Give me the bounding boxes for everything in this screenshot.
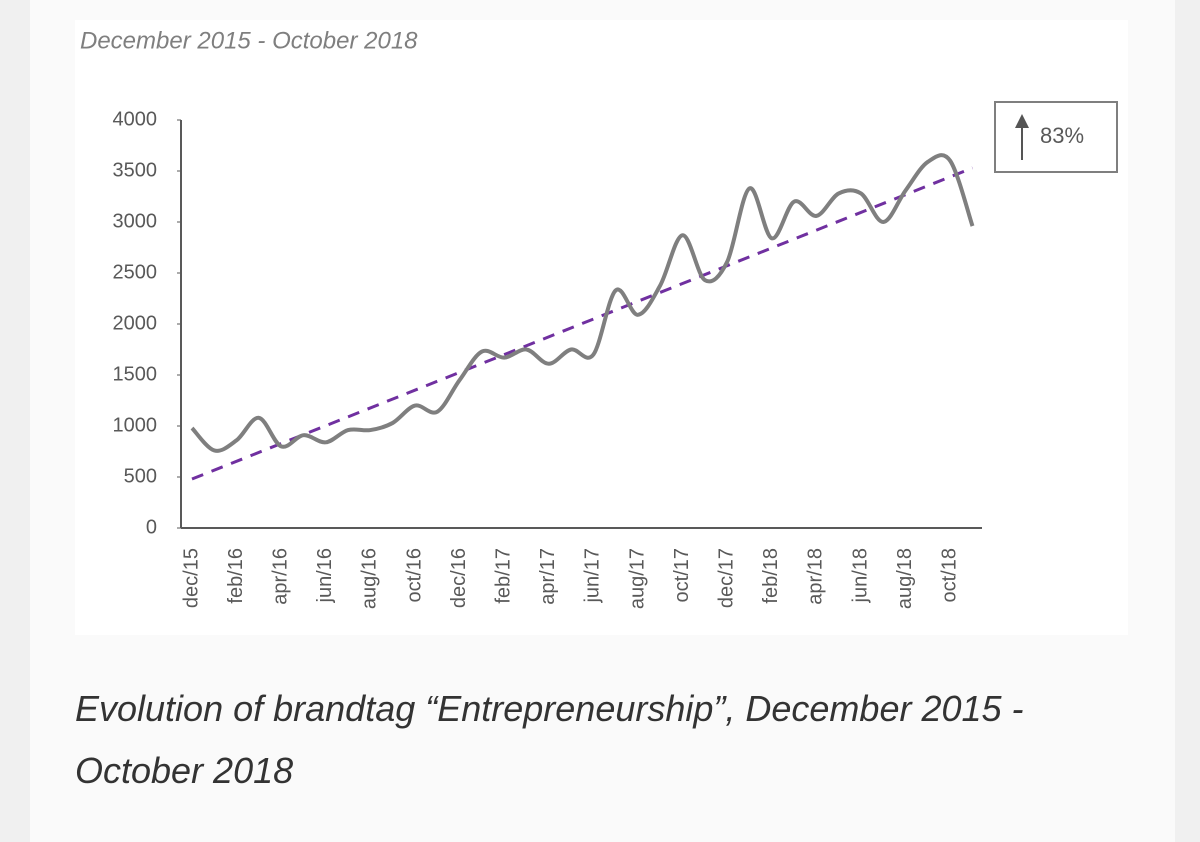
arrow-head bbox=[1015, 114, 1029, 128]
data-line bbox=[190, 153, 975, 453]
y-tick-label: 2500 bbox=[113, 261, 158, 283]
x-tick-label: jun/18 bbox=[849, 548, 871, 604]
x-tick-label: dec/16 bbox=[448, 548, 470, 608]
annotation: 83% bbox=[1040, 123, 1084, 148]
trend-line bbox=[191, 166, 974, 481]
x-tick-label: apr/18 bbox=[805, 548, 827, 605]
x-tick-label: feb/18 bbox=[760, 548, 782, 604]
x-tick-label: dec/17 bbox=[715, 548, 737, 608]
y-tick-label: 500 bbox=[124, 465, 157, 487]
x-tick-label: feb/17 bbox=[492, 548, 514, 604]
x-tick-label: apr/16 bbox=[269, 548, 291, 605]
y-tick-label: 2000 bbox=[113, 312, 158, 334]
y-tick-label: 3500 bbox=[113, 159, 158, 181]
chart: December 2015 - October 2018 83% 0 500 100… bbox=[75, 20, 1128, 635]
x-tick-label: oct/17 bbox=[671, 548, 693, 602]
caption: Evolution of brandtag “Entrepreneurship”… bbox=[75, 688, 1024, 791]
x-tick-label: feb/16 bbox=[225, 548, 247, 604]
x-tick-label: aug/16 bbox=[359, 548, 381, 609]
y-tick-label: 1000 bbox=[113, 414, 158, 436]
annotation-box bbox=[994, 101, 1118, 173]
x-tick-label: aug/18 bbox=[894, 548, 916, 609]
x-tick-label: oct/16 bbox=[403, 548, 425, 602]
y-tick-label: 4000 bbox=[113, 108, 158, 130]
x-tick-label: apr/17 bbox=[537, 548, 559, 605]
y-tick-label: 0 bbox=[146, 516, 157, 538]
y-tick-label: 3000 bbox=[113, 210, 158, 232]
x-tick-label: aug/17 bbox=[626, 548, 648, 609]
x-tick-label: dec/15 bbox=[180, 548, 202, 608]
chart-title: December 2015 - October 2018 bbox=[80, 27, 418, 54]
y-tick-label: 1500 bbox=[113, 363, 158, 385]
x-tick-label: jun/16 bbox=[314, 548, 336, 604]
x-tick-label: jun/17 bbox=[582, 548, 604, 604]
x-tick-label: oct/18 bbox=[938, 548, 960, 602]
